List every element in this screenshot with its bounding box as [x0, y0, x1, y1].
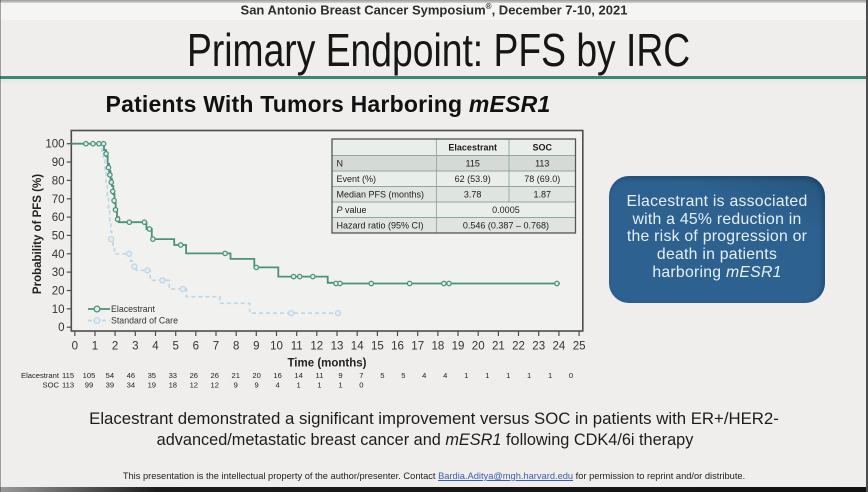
svg-text:0: 0 [58, 322, 64, 334]
svg-text:100: 100 [45, 139, 64, 151]
svg-text:4: 4 [152, 341, 159, 353]
svg-text:4: 4 [422, 371, 426, 380]
svg-text:7: 7 [359, 371, 363, 380]
svg-text:SOC: SOC [43, 380, 60, 389]
svg-text:34: 34 [127, 380, 135, 389]
svg-text:22: 22 [512, 341, 525, 353]
svg-text:12: 12 [310, 341, 323, 353]
svg-text:17: 17 [411, 341, 424, 353]
svg-text:26: 26 [190, 371, 198, 380]
svg-text:50: 50 [52, 230, 65, 242]
svg-text:14: 14 [294, 371, 302, 380]
svg-text:19: 19 [452, 341, 465, 353]
svg-text:21: 21 [231, 371, 239, 380]
svg-text:16: 16 [273, 371, 281, 380]
svg-text:113: 113 [535, 159, 549, 169]
svg-text:Standard of Care: Standard of Care [111, 315, 178, 325]
svg-text:Elacestrant: Elacestrant [111, 304, 156, 314]
svg-text:20: 20 [472, 341, 485, 353]
svg-text:1: 1 [548, 371, 552, 380]
svg-text:9: 9 [253, 341, 259, 353]
svg-text:P value: P value [337, 205, 367, 215]
svg-text:4: 4 [275, 380, 279, 389]
svg-text:14: 14 [351, 341, 364, 353]
svg-text:90: 90 [52, 157, 65, 169]
svg-text:0: 0 [359, 380, 363, 389]
svg-text:10: 10 [52, 304, 65, 316]
svg-text:18: 18 [169, 380, 177, 389]
svg-text:2: 2 [112, 341, 118, 353]
svg-text:70: 70 [52, 194, 65, 206]
svg-text:N: N [337, 159, 344, 169]
svg-text:SOC: SOC [532, 143, 552, 153]
svg-text:1: 1 [317, 380, 321, 389]
svg-text:12: 12 [210, 380, 218, 389]
svg-text:3: 3 [132, 341, 138, 353]
svg-text:1: 1 [527, 371, 531, 380]
svg-text:20: 20 [52, 286, 65, 298]
svg-text:12: 12 [190, 380, 198, 389]
svg-text:Probability of PFS (%): Probability of PFS (%) [32, 174, 44, 294]
svg-text:5: 5 [172, 341, 178, 353]
svg-text:9: 9 [338, 371, 342, 380]
svg-text:0: 0 [569, 371, 573, 380]
svg-text:21: 21 [492, 341, 505, 353]
svg-text:24: 24 [553, 341, 566, 353]
svg-text:80: 80 [52, 175, 65, 187]
svg-text:1: 1 [296, 380, 300, 389]
svg-text:1: 1 [338, 380, 342, 389]
svg-text:9: 9 [234, 380, 238, 389]
svg-text:105: 105 [83, 371, 96, 380]
svg-text:19: 19 [148, 380, 156, 389]
svg-text:0: 0 [72, 341, 78, 353]
svg-text:113: 113 [62, 380, 74, 389]
svg-text:5: 5 [401, 371, 405, 380]
svg-text:1: 1 [485, 371, 489, 380]
svg-text:99: 99 [85, 380, 93, 389]
svg-text:39: 39 [106, 380, 114, 389]
svg-text:4: 4 [443, 371, 447, 380]
svg-text:Median PFS (months): Median PFS (months) [337, 190, 425, 200]
svg-text:9: 9 [254, 380, 258, 389]
svg-text:8: 8 [233, 341, 239, 353]
svg-text:Time (months): Time (months) [287, 358, 366, 370]
svg-text:62 (53.9): 62 (53.9) [455, 174, 491, 184]
svg-text:Hazard ratio (95% CI): Hazard ratio (95% CI) [337, 221, 424, 231]
svg-text:115: 115 [62, 371, 74, 380]
svg-text:40: 40 [52, 249, 65, 261]
svg-text:78 (69.0): 78 (69.0) [524, 174, 560, 184]
svg-text:1: 1 [506, 371, 510, 380]
svg-text:Elacestrant: Elacestrant [21, 371, 60, 380]
svg-text:5: 5 [380, 371, 384, 380]
svg-text:16: 16 [391, 341, 404, 353]
svg-text:0.0005: 0.0005 [492, 205, 520, 215]
svg-text:46: 46 [127, 371, 135, 380]
svg-text:13: 13 [331, 341, 344, 353]
svg-text:11: 11 [316, 371, 324, 380]
svg-text:15: 15 [371, 341, 384, 353]
svg-text:30: 30 [52, 267, 65, 279]
svg-text:1.87: 1.87 [533, 190, 551, 200]
svg-text:20: 20 [252, 371, 260, 380]
svg-text:11: 11 [291, 341, 303, 353]
svg-text:6: 6 [193, 341, 199, 353]
svg-text:35: 35 [148, 371, 156, 380]
svg-text:115: 115 [466, 159, 480, 169]
svg-text:1: 1 [92, 341, 98, 353]
svg-text:23: 23 [532, 341, 545, 353]
svg-text:25: 25 [573, 341, 586, 353]
svg-text:60: 60 [52, 212, 65, 224]
svg-text:7: 7 [213, 341, 219, 353]
svg-text:1: 1 [464, 371, 468, 380]
svg-text:33: 33 [169, 371, 177, 380]
svg-text:3.78: 3.78 [464, 190, 482, 200]
svg-text:18: 18 [432, 341, 445, 353]
svg-text:Elacestrant: Elacestrant [448, 143, 497, 153]
svg-text:54: 54 [106, 371, 114, 380]
svg-text:10: 10 [270, 341, 283, 353]
svg-text:26: 26 [210, 371, 218, 380]
svg-text:Event (%): Event (%) [337, 174, 377, 184]
svg-text:0.546 (0.387 – 0.768): 0.546 (0.387 – 0.768) [463, 221, 549, 231]
